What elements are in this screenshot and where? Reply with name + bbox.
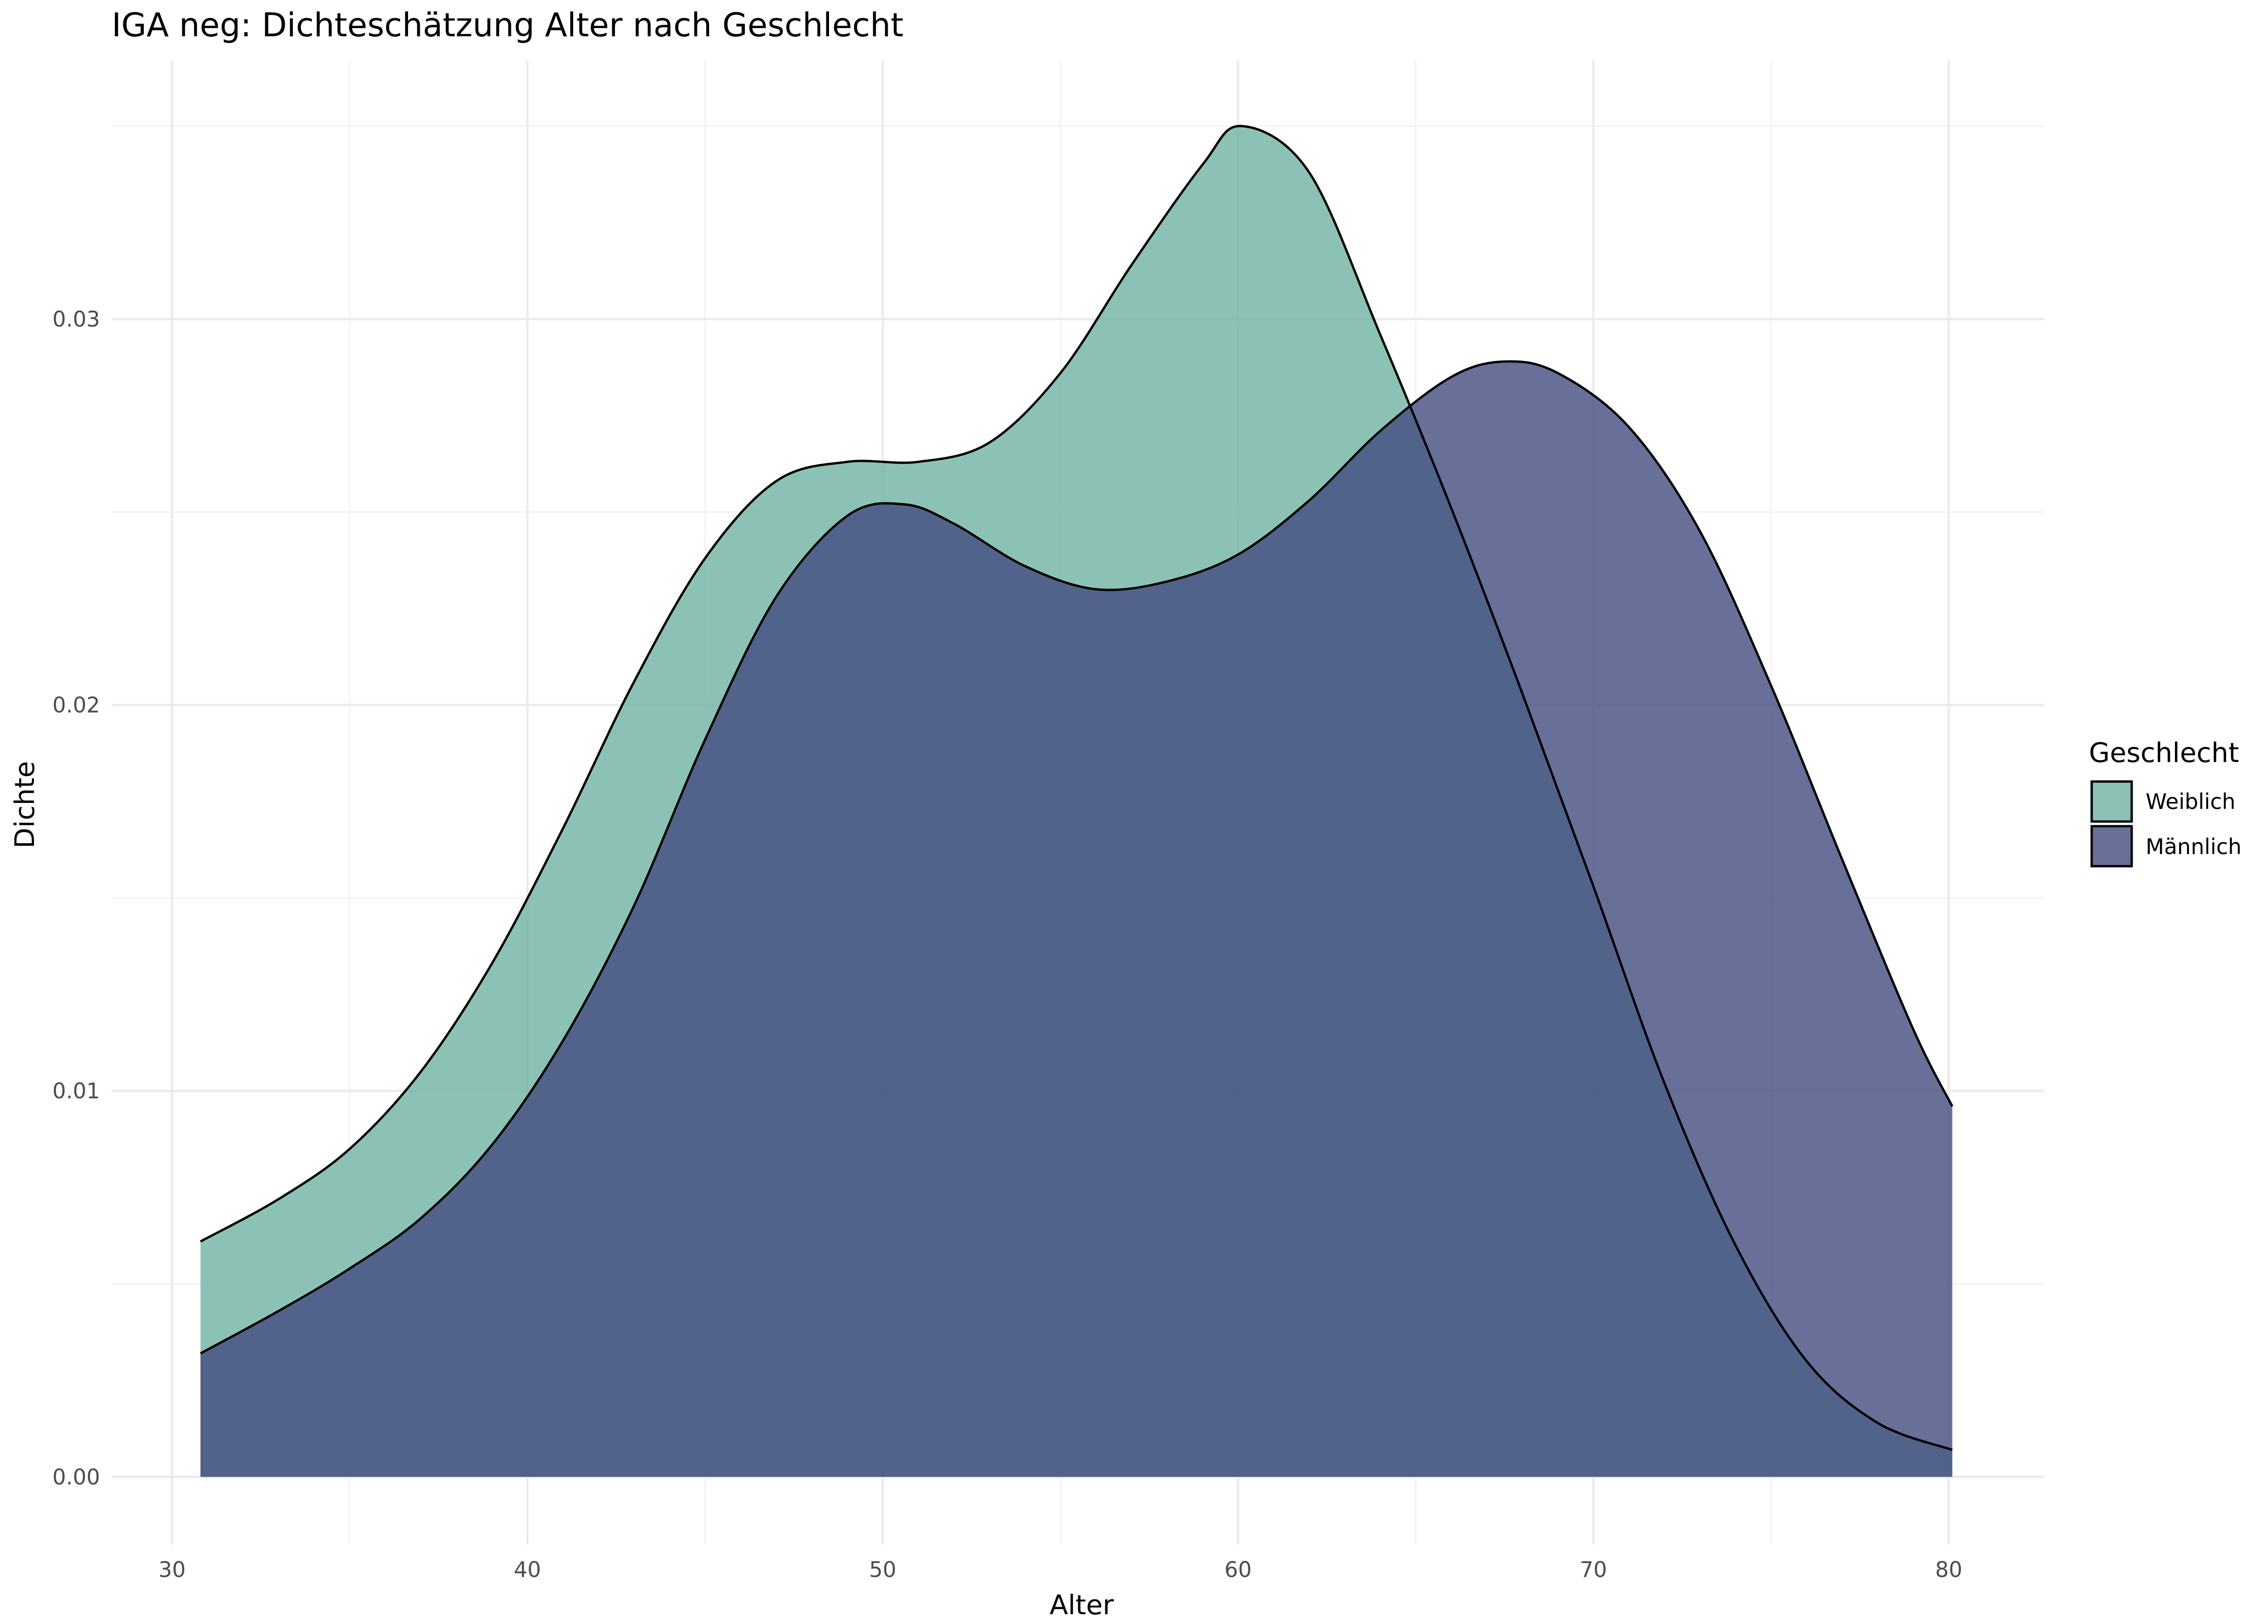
density-line-weiblich [200,125,1953,1451]
x-tick-label: 80 [1935,1557,1963,1582]
legend: Geschlecht Weiblich Männlich [2089,737,2241,868]
x-axis-title: Alter [1050,1589,1114,1621]
x-tick-label: 40 [514,1557,541,1582]
density-area-maennlich [200,361,1953,1477]
y-axis-ticks: 0.00 0.01 0.02 0.03 [53,307,100,1490]
legend-label-maennlich: Männlich [2146,834,2241,859]
legend-title: Geschlecht [2089,737,2239,769]
x-tick-label: 30 [159,1557,186,1582]
density-areas [200,126,1953,1477]
legend-label-weiblich: Weiblich [2146,789,2235,814]
legend-swatch-weiblich [2090,780,2133,823]
density-outlines [200,125,1954,1451]
x-axis-ticks: 30 40 50 60 70 80 [159,1557,1962,1582]
x-tick-label: 70 [1580,1557,1607,1582]
y-tick-label: 0.01 [53,1078,100,1103]
x-tick-label: 50 [869,1557,896,1582]
legend-swatch-maennlich [2090,825,2133,868]
y-tick-label: 0.00 [53,1464,100,1490]
y-axis-title: Dichte [9,761,40,849]
y-tick-label: 0.02 [53,693,100,718]
density-line-maennlich [200,360,1954,1355]
x-tick-label: 60 [1224,1557,1252,1582]
chart-title: IGA neg: Dichteschätzung Alter nach Gesc… [112,6,903,44]
y-tick-label: 0.03 [53,307,100,332]
